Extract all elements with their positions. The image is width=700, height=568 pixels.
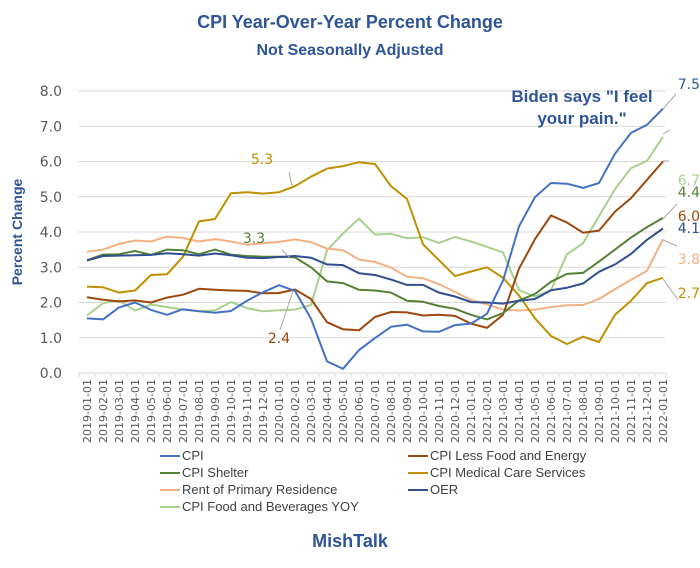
legend-label: CPI Less Food and Energy: [430, 448, 587, 463]
data-labels: 7.5 6.7 6.0 4.4 4.1 3.8 2.7 5.3 3.3 2.4: [243, 77, 700, 347]
y-tick-label: 4.0: [40, 225, 62, 241]
x-tick-label: 2019-06-01: [161, 379, 174, 443]
x-tick-label: 2022-01-01: [657, 379, 670, 443]
x-tick-label: 2020-01-01: [273, 379, 286, 443]
x-tick-label: 2021-07-01: [561, 379, 574, 443]
legend-label: CPI Food and Beverages YOY: [182, 499, 359, 514]
y-ticks: 0.0 1.0 2.0 3.0 4.0 5.0 6.0 7.0 8.0: [40, 84, 62, 382]
x-tick-label: 2019-01-01: [81, 379, 94, 443]
data-label: 5.3: [251, 152, 273, 168]
x-tick-label: 2020-04-01: [321, 379, 334, 443]
leader-line: [662, 278, 679, 301]
legend-label: CPI: [182, 448, 204, 463]
x-tick-label: 2020-06-01: [353, 379, 366, 443]
series-line-cpi-medical-care-services: [86, 161, 664, 346]
legend-item: CPI: [160, 448, 204, 463]
x-tick-label: 2020-03-01: [305, 379, 318, 443]
y-tick-label: 2.0: [40, 296, 62, 312]
y-tick-label: 3.0: [40, 260, 62, 276]
x-tick-label: 2019-02-01: [97, 379, 110, 443]
x-tick-label: 2021-03-01: [497, 379, 510, 443]
watermark: MishTalk: [312, 531, 389, 551]
legend-item: CPI Less Food and Energy: [408, 448, 587, 463]
x-tick-label: 2021-11-01: [625, 379, 638, 443]
x-tick-label: 2021-02-01: [481, 379, 494, 443]
x-tick-label: 2020-02-01: [289, 379, 302, 443]
x-tick-label: 2019-05-01: [145, 379, 158, 443]
y-axis-label: Percent Change: [9, 178, 25, 285]
x-tick-label: 2020-10-01: [417, 379, 430, 443]
x-tick-label: 2019-08-01: [193, 379, 206, 443]
x-tick-label: 2021-06-01: [545, 379, 558, 443]
legend-label: CPI Shelter: [182, 465, 249, 480]
data-label: 4.4: [678, 185, 700, 201]
chart-title: CPI Year-Over-Year Percent Change: [197, 12, 503, 32]
x-tick-label: 2021-10-01: [609, 379, 622, 443]
x-tick-label: 2019-09-01: [209, 379, 222, 443]
series-line-oer: [86, 227, 664, 305]
x-ticks: 2019-01-01 2019-02-01 2019-03-01 2019-04-01…: [78, 373, 670, 443]
y-tick-label: 1.0: [40, 331, 62, 347]
x-tick-label: 2020-07-01: [369, 379, 382, 443]
x-tick-label: 2021-08-01: [577, 379, 590, 443]
x-tick-label: 2019-04-01: [129, 379, 142, 443]
x-tick-label: 2021-04-01: [513, 379, 526, 443]
data-label: 6.0: [678, 209, 700, 225]
leader-line: [662, 129, 671, 135]
x-tick-label: 2019-03-01: [113, 379, 126, 443]
series-line-cpi-shelter: [86, 217, 664, 321]
x-tick-label: 2019-07-01: [177, 379, 190, 443]
y-tick-label: 8.0: [40, 84, 62, 100]
data-label: 3.3: [243, 231, 265, 247]
legend-item: CPI Medical Care Services: [408, 465, 586, 480]
y-tick-label: 5.0: [40, 190, 62, 206]
x-tick-label: 2019-12-01: [257, 379, 270, 443]
leader-line: [288, 171, 293, 187]
data-label: 2.4: [268, 331, 290, 347]
data-label: 4.1: [678, 221, 700, 237]
annotation-line-1: Biden says "I feel: [511, 87, 652, 106]
legend-item: CPI Food and Beverages YOY: [160, 499, 359, 514]
legend-label: Rent of Primary Residence: [182, 482, 337, 497]
data-label: 7.5: [678, 77, 700, 93]
leader-line: [662, 93, 677, 110]
x-tick-label: 2021-12-01: [641, 379, 654, 443]
legend: CPI CPI Less Food and Energy CPI Shelter CP…: [160, 448, 587, 514]
data-label: 2.7: [678, 286, 700, 302]
x-tick-label: 2021-05-01: [529, 379, 542, 443]
annotation-line-2: your pain.": [537, 109, 626, 128]
x-tick-label: 2020-11-01: [433, 379, 446, 443]
y-tick-label: 7.0: [40, 119, 62, 135]
x-tick-label: 2020-09-01: [401, 379, 414, 443]
series-lines: [86, 107, 664, 370]
series-line-rent-of-primary-residence: [86, 235, 664, 312]
x-tick-label: 2021-01-01: [465, 379, 478, 443]
legend-label: CPI Medical Care Services: [430, 465, 586, 480]
series-line-cpi-less-food-and-energy: [86, 160, 664, 332]
chart-subtitle: Not Seasonally Adjusted: [257, 42, 444, 59]
legend-item: OER: [408, 482, 458, 497]
x-tick-label: 2019-10-01: [225, 379, 238, 443]
x-tick-label: 2020-05-01: [337, 379, 350, 443]
x-tick-label: 2020-12-01: [449, 379, 462, 443]
series-line-cpi: [86, 107, 664, 370]
y-tick-label: 6.0: [40, 155, 62, 171]
x-tick-label: 2020-08-01: [385, 379, 398, 443]
x-tick-label: 2021-09-01: [593, 379, 606, 443]
legend-label: OER: [430, 482, 458, 497]
legend-item: Rent of Primary Residence: [160, 482, 337, 497]
y-tick-label: 0.0: [40, 366, 62, 382]
leader-line: [662, 239, 678, 247]
data-label: 6.7: [678, 173, 700, 189]
data-label: 3.8: [678, 252, 700, 268]
legend-item: CPI Shelter: [160, 465, 249, 480]
x-tick-label: 2019-11-01: [241, 379, 254, 443]
leader-line: [279, 290, 294, 331]
leader-line: [662, 203, 678, 220]
leader-line: [281, 249, 291, 259]
